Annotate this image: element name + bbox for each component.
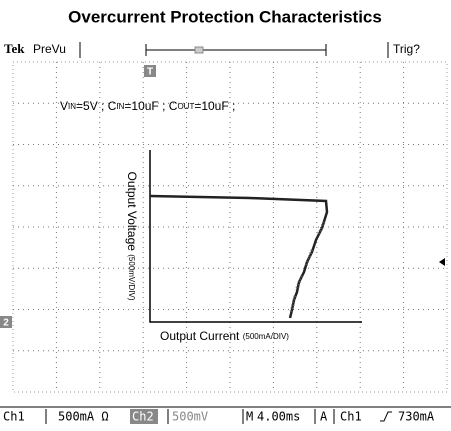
status-item: Ch1 <box>340 410 362 424</box>
status-item: M <box>246 410 253 424</box>
conditions: VIN=5V ; CIN=10uF ; COUT=10uF ; <box>60 99 235 113</box>
brand: Tek <box>4 41 25 56</box>
status-item: A <box>320 410 328 424</box>
trigger-status: Trig? <box>393 42 420 56</box>
status-item: Ch2 <box>132 410 154 424</box>
y-axis-title: Output Voltage (500mV/DIV) <box>125 172 139 301</box>
mode: PreVu <box>33 42 66 56</box>
level-marker <box>439 258 445 266</box>
page: Overcurrent Protection Characteristics T… <box>0 0 451 426</box>
trigger-marker: T <box>147 67 153 78</box>
status-bar: Ch1 500mA Ω Ch2 500mV M 4.00ms A Ch1 730… <box>3 410 435 424</box>
channel-marker: 2 <box>3 318 9 329</box>
trace <box>150 196 327 318</box>
scope-screenshot: Overcurrent Protection Characteristics T… <box>0 0 451 426</box>
x-axis-title: Output Current (500mA/DIV) <box>160 329 289 343</box>
view-marker <box>195 47 203 53</box>
status-item: 500mV <box>172 410 208 424</box>
status-item: 500mA Ω <box>58 410 109 424</box>
status-item: 4.00ms <box>257 410 300 424</box>
plot-axes <box>150 150 362 322</box>
status-item: 730mA <box>398 410 435 424</box>
status-item: Ch1 <box>3 410 25 424</box>
slope-icon <box>380 412 392 421</box>
title: Overcurrent Protection Characteristics <box>68 7 382 26</box>
record-bar <box>146 44 326 56</box>
